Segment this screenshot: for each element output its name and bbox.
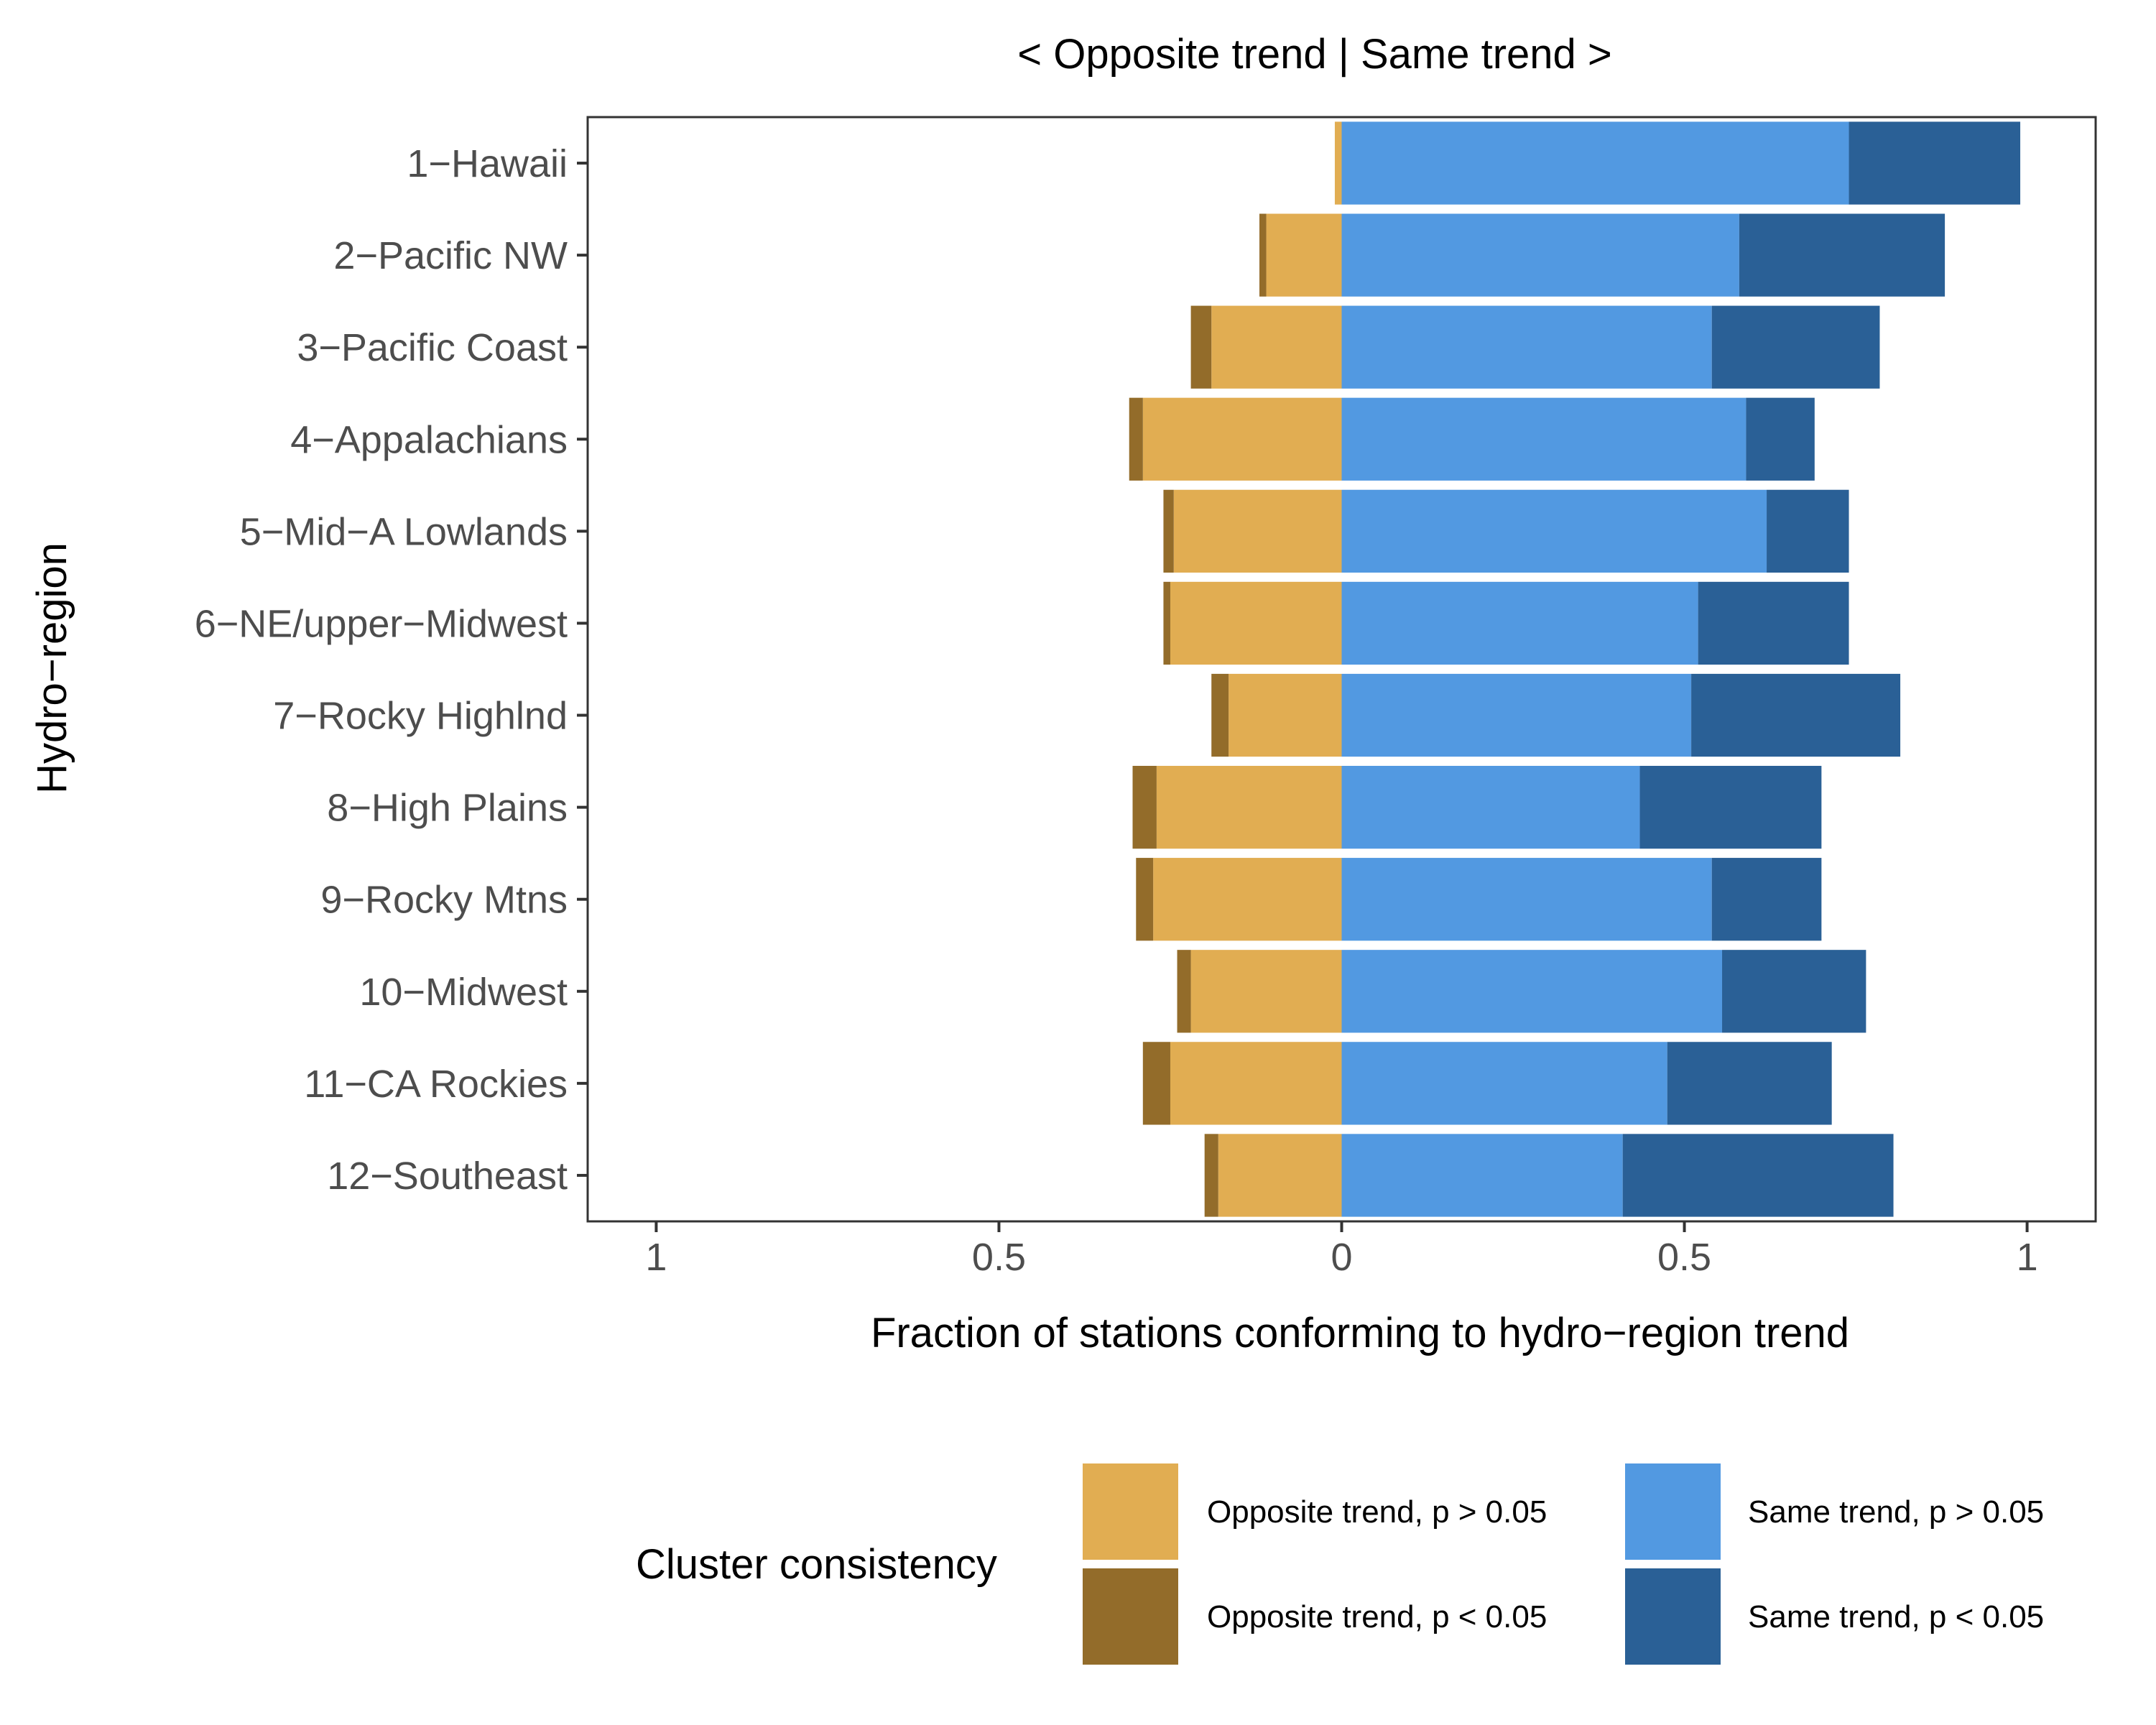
legend-title: Cluster consistency <box>636 1541 997 1588</box>
x-tick-label: 0 <box>1331 1236 1352 1279</box>
bar-12-neg-2 <box>1204 1134 1218 1217</box>
bar-4-neg-1 <box>1142 397 1342 481</box>
y-tick-label: 7−Rocky Highlnd <box>273 695 568 738</box>
y-axis: 1−Hawaii 2−Pacific NW 3−Pacific Coast 4−App… <box>195 142 588 1198</box>
bar-9-neg-1 <box>1153 858 1342 941</box>
bar-7-neg-1 <box>1229 673 1342 757</box>
bar-1-neg-1 <box>1334 121 1342 205</box>
bar-3-pos-2 <box>1711 305 1880 389</box>
y-tick-label: 9−Rocky Mtns <box>320 879 568 922</box>
bar-12-pos-1 <box>1341 1134 1623 1217</box>
bar-6-neg-2 <box>1163 581 1170 665</box>
bar-3-pos-1 <box>1341 305 1712 389</box>
x-tick-label: 0.5 <box>972 1236 1026 1279</box>
bar-10-pos-1 <box>1341 950 1723 1033</box>
bar-6-neg-1 <box>1170 581 1342 665</box>
bar-9-pos-1 <box>1341 858 1712 941</box>
bar-5-pos-1 <box>1341 489 1767 573</box>
x-tick-label: 0.5 <box>1657 1236 1711 1279</box>
bar-6-pos-1 <box>1341 581 1698 665</box>
bar-7-neg-2 <box>1211 673 1229 757</box>
legend: Cluster consistency Opposite trend, p > … <box>636 1463 2044 1665</box>
y-axis-title: Hydro−region <box>29 542 75 794</box>
bar-10-neg-2 <box>1177 950 1191 1033</box>
legend-key-1 <box>1083 1463 1178 1560</box>
y-tick-label: 6−NE/upper−Midwest <box>195 602 568 645</box>
legend-label-1: Opposite trend, p > 0.05 <box>1207 1494 1547 1530</box>
bar-8-pos-1 <box>1341 765 1640 849</box>
bar-8-neg-2 <box>1132 765 1157 849</box>
bar-1-pos-2 <box>1849 121 2021 205</box>
bar-7-pos-1 <box>1341 673 1692 757</box>
legend-label-4: Same trend, p < 0.05 <box>1748 1599 2044 1634</box>
x-tick-label: 1 <box>645 1236 667 1279</box>
bar-3-neg-2 <box>1190 305 1212 389</box>
bar-2-pos-2 <box>1739 213 1946 297</box>
x-axis-title: Fraction of stations conforming to hydro… <box>871 1310 1849 1356</box>
y-tick-label: 5−Mid−A Lowlands <box>240 510 568 553</box>
bar-10-pos-2 <box>1722 950 1866 1033</box>
y-tick-label: 10−Midwest <box>359 971 568 1014</box>
legend-key-2 <box>1083 1568 1178 1665</box>
y-tick-label: 12−Southeast <box>327 1155 568 1198</box>
bar-3-neg-1 <box>1211 305 1342 389</box>
y-tick-label: 8−High Plains <box>327 787 568 830</box>
bar-8-neg-1 <box>1156 765 1342 849</box>
y-tick-label: 1−Hawaii <box>407 142 568 185</box>
bar-2-neg-1 <box>1266 213 1342 297</box>
bar-9-pos-2 <box>1711 858 1822 941</box>
bar-10-neg-1 <box>1190 950 1342 1033</box>
legend-key-4 <box>1625 1568 1721 1665</box>
legend-key-3 <box>1625 1463 1721 1560</box>
y-tick-label: 11−CA Rockies <box>304 1063 568 1106</box>
bar-6-pos-2 <box>1698 581 1849 665</box>
bars-layer <box>1129 121 2021 1217</box>
bar-12-neg-1 <box>1218 1134 1342 1217</box>
bar-4-pos-2 <box>1746 397 1815 481</box>
legend-label-3: Same trend, p > 0.05 <box>1748 1494 2044 1530</box>
x-axis: 1 0.5 0 0.5 1 <box>645 1221 2038 1279</box>
bar-7-pos-2 <box>1691 673 1901 757</box>
bar-1-pos-1 <box>1341 121 1849 205</box>
y-tick-label: 2−Pacific NW <box>333 234 568 277</box>
bar-11-neg-1 <box>1170 1042 1342 1125</box>
bar-11-neg-2 <box>1142 1042 1170 1125</box>
legend-label-2: Opposite trend, p < 0.05 <box>1207 1599 1547 1634</box>
bar-11-pos-1 <box>1341 1042 1667 1125</box>
bar-2-pos-1 <box>1341 213 1739 297</box>
bar-2-neg-2 <box>1259 213 1267 297</box>
bar-9-neg-2 <box>1136 858 1154 941</box>
bar-8-pos-2 <box>1639 765 1822 849</box>
bar-11-pos-2 <box>1667 1042 1832 1125</box>
bar-4-pos-1 <box>1341 397 1746 481</box>
bar-12-pos-2 <box>1622 1134 1894 1217</box>
bar-5-pos-2 <box>1767 489 1849 573</box>
x-tick-label: 1 <box>2017 1236 2038 1279</box>
bar-5-neg-2 <box>1163 489 1174 573</box>
bar-5-neg-1 <box>1173 489 1342 573</box>
chart-title: < Opposite trend | Same trend > <box>1017 31 1612 78</box>
y-tick-label: 3−Pacific Coast <box>297 326 568 369</box>
y-tick-label: 4−Appalachians <box>290 418 568 461</box>
bar-4-neg-2 <box>1129 397 1143 481</box>
